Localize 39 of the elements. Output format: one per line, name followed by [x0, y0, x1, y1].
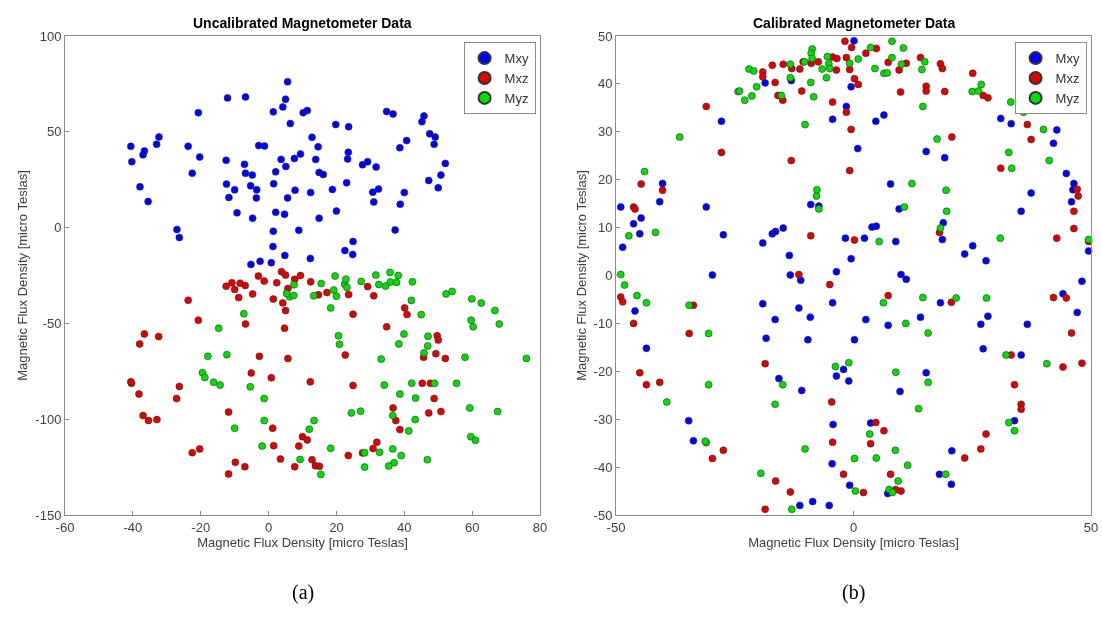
text: (b) — [842, 581, 866, 604]
legend-label: Myz — [504, 90, 529, 106]
x-tick-label: 50 — [1083, 519, 1099, 535]
y-tick-label: 100 — [39, 28, 62, 44]
y-tick-label: 0 — [54, 220, 62, 236]
y-tick-label: -100 — [35, 411, 62, 427]
y-tick-label: 0 — [605, 268, 613, 284]
y-axis-title: Magnetic Flux Density [micro Teslas] — [573, 170, 589, 381]
x-tick-label: -40 — [123, 519, 143, 535]
x-tick-label: 0 — [849, 519, 858, 535]
legend-label: Myz — [1055, 90, 1080, 106]
legend-label: Mxz — [1055, 71, 1080, 87]
y-tick-label: -20 — [593, 363, 613, 379]
legend-label: Mxy — [504, 51, 529, 67]
y-tick-label: -50 — [593, 507, 613, 523]
y-tick-label: -50 — [42, 315, 62, 331]
legend-label: Mxz — [504, 71, 529, 87]
y-tick-label: 10 — [597, 220, 613, 236]
y-tick-label: 50 — [46, 124, 62, 140]
y-axis-title: Magnetic Flux Density [micro Teslas] — [15, 170, 31, 381]
x-tick-label: 40 — [397, 519, 412, 535]
y-tick-label: 50 — [597, 28, 613, 44]
y-tick-label: 20 — [597, 172, 613, 188]
x-tick-label: 80 — [532, 519, 548, 535]
x-axis-title: Magnetic Flux Density [micro Teslas] — [197, 534, 408, 550]
y-tick-label: 30 — [597, 124, 613, 140]
x-tick-label: 0 — [264, 519, 273, 535]
y-tick-label: 40 — [597, 76, 613, 92]
text: (a) — [292, 581, 315, 604]
x-tick-label: 20 — [329, 519, 344, 535]
chart-title: Uncalibrated Magnetometer Data — [193, 15, 412, 31]
y-tick-label: -10 — [593, 315, 613, 331]
y-tick-label: -30 — [593, 411, 613, 427]
x-axis-title: Magnetic Flux Density [micro Teslas] — [748, 534, 959, 550]
y-tick-label: -40 — [593, 459, 613, 475]
x-tick-label: -20 — [191, 519, 211, 535]
x-tick-label: 60 — [464, 519, 480, 535]
legend-label: Mxy — [1055, 51, 1080, 67]
chart-title: Calibrated Magnetometer Data — [753, 15, 956, 31]
